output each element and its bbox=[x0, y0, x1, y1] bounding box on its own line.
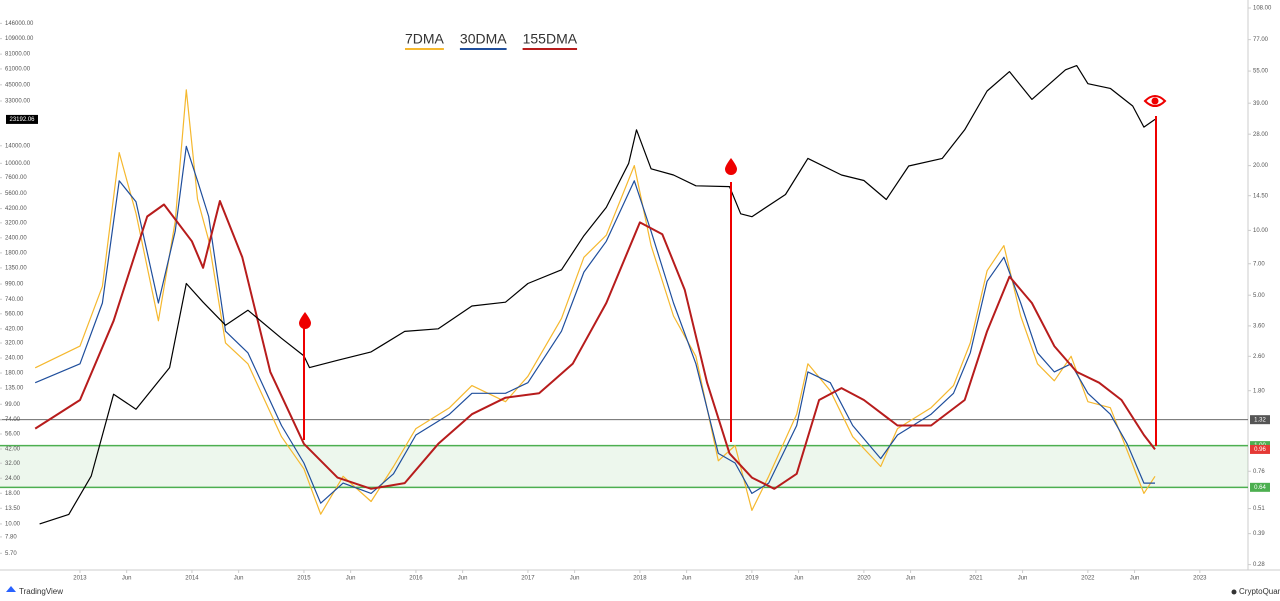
y-tick-label: 13.50 bbox=[5, 506, 21, 512]
y2-tick-label: 20.00 bbox=[1253, 163, 1269, 169]
drop-icon bbox=[299, 312, 311, 329]
y2-tick-label: 108.00 bbox=[1253, 6, 1272, 12]
x-tick-label: 2016 bbox=[409, 576, 423, 582]
ma-line bbox=[34, 145, 1155, 504]
y-tick-label: 42.00 bbox=[5, 447, 21, 453]
y2-tick-label: 28.00 bbox=[1253, 132, 1269, 138]
x-tick-label: Jun bbox=[458, 576, 468, 582]
price-line bbox=[39, 65, 1156, 525]
y-tick-label: 109000.00 bbox=[5, 36, 34, 42]
level-label: 0.64 bbox=[1254, 485, 1266, 491]
y2-tick-label: 0.28 bbox=[1253, 562, 1265, 568]
y-tick-label: 320.00 bbox=[5, 341, 24, 347]
y2-tick-label: 77.00 bbox=[1253, 37, 1269, 43]
drop-icon bbox=[725, 158, 737, 175]
y-tick-label: 99.00 bbox=[5, 402, 21, 408]
y-tick-label: 45000.00 bbox=[5, 82, 31, 88]
y-tick-label: 5600.00 bbox=[5, 191, 27, 197]
current-label: 23192.06 bbox=[9, 117, 35, 123]
y2-tick-label: 3.60 bbox=[1253, 323, 1265, 329]
y-tick-label: 3200.00 bbox=[5, 220, 27, 226]
y-tick-label: 14000.00 bbox=[5, 143, 31, 149]
x-tick-label: Jun bbox=[682, 576, 692, 582]
plot-area bbox=[0, 65, 1248, 525]
x-tick-label: Jun bbox=[570, 576, 580, 582]
level-label: 1.32 bbox=[1254, 417, 1266, 423]
y2-tick-label: 0.76 bbox=[1253, 469, 1265, 475]
cryptoquant-logo bbox=[1231, 589, 1237, 595]
y2-tick-label: 14.50 bbox=[1253, 193, 1269, 199]
x-tick-label: Jun bbox=[122, 576, 132, 582]
x-tick-label: 2019 bbox=[745, 576, 759, 582]
y-tick-label: 5.70 bbox=[5, 551, 17, 557]
x-tick-label: 2014 bbox=[185, 576, 199, 582]
y-tick-label: 74.00 bbox=[5, 417, 21, 423]
legend-label: 30DMA bbox=[460, 31, 507, 47]
x-tick-label: 2013 bbox=[73, 576, 87, 582]
x-tick-label: 2023 bbox=[1193, 576, 1207, 582]
y-tick-label: 2400.00 bbox=[5, 235, 27, 241]
y-tick-label: 18.00 bbox=[5, 491, 21, 497]
legend-label: 155DMA bbox=[523, 31, 578, 47]
x-tick-label: Jun bbox=[906, 576, 916, 582]
x-tick-label: Jun bbox=[346, 576, 356, 582]
current-label-box bbox=[6, 114, 38, 124]
y-tick-label: 990.00 bbox=[5, 282, 24, 288]
y-tick-label: 1800.00 bbox=[5, 250, 27, 256]
y-tick-label: 33000.00 bbox=[5, 99, 31, 105]
y-tick-label: 7600.00 bbox=[5, 175, 27, 181]
y2-tick-label: 7.00 bbox=[1253, 261, 1265, 267]
x-tick-label: 2022 bbox=[1081, 576, 1095, 582]
y-tick-label: 1350.00 bbox=[5, 265, 27, 271]
y2-tick-label: 1.80 bbox=[1253, 388, 1265, 394]
x-tick-label: 2015 bbox=[297, 576, 311, 582]
x-tick-label: Jun bbox=[794, 576, 804, 582]
source-left: TradingView bbox=[19, 587, 63, 596]
y2-tick-label: 0.39 bbox=[1253, 531, 1265, 537]
shaded-band bbox=[0, 445, 1248, 488]
footer: TradingView CryptoQuant bbox=[6, 586, 1280, 596]
y-tick-label: 7.80 bbox=[5, 534, 17, 540]
eye-icon bbox=[1143, 95, 1167, 107]
y-tick-label: 135.00 bbox=[5, 386, 24, 392]
annotations bbox=[299, 95, 1167, 446]
y-tick-label: 240.00 bbox=[5, 356, 24, 362]
y-tick-label: 81000.00 bbox=[5, 52, 31, 58]
y-tick-label: 24.00 bbox=[5, 476, 21, 482]
y2-tick-label: 39.00 bbox=[1253, 101, 1269, 107]
y-tick-label: 61000.00 bbox=[5, 67, 31, 73]
ma-line bbox=[34, 200, 1156, 490]
legend-label: 7DMA bbox=[405, 31, 445, 47]
x-tick-label: Jun bbox=[1130, 576, 1140, 582]
y2-tick-label: 5.00 bbox=[1253, 293, 1265, 299]
x-tick-label: 2017 bbox=[521, 576, 535, 582]
source-right: CryptoQuant bbox=[1239, 587, 1280, 596]
current-label-box bbox=[1250, 444, 1270, 454]
y2-tick-label: 55.00 bbox=[1253, 69, 1269, 75]
y-tick-label: 4200.00 bbox=[5, 206, 27, 212]
y-tick-label: 56.00 bbox=[5, 432, 21, 438]
level-label-box bbox=[1250, 415, 1270, 425]
current-label: 0.96 bbox=[1254, 447, 1266, 453]
y-tick-label: 560.00 bbox=[5, 311, 24, 317]
y-tick-label: 180.00 bbox=[5, 371, 24, 377]
y2-tick-label: 10.00 bbox=[1253, 228, 1269, 234]
tradingview-logo bbox=[6, 586, 16, 592]
x-tick-label: 2020 bbox=[857, 576, 871, 582]
y-tick-label: 10.00 bbox=[5, 522, 21, 528]
x-tick-label: Jun bbox=[234, 576, 244, 582]
x-tick-label: 2021 bbox=[969, 576, 983, 582]
y-tick-label: 146000.00 bbox=[5, 21, 34, 27]
x-tick-label: Jun bbox=[1018, 576, 1028, 582]
x-tick-label: 2018 bbox=[633, 576, 647, 582]
y-tick-label: 740.00 bbox=[5, 297, 24, 303]
level-label-box bbox=[1250, 482, 1270, 492]
y2-tick-label: 2.60 bbox=[1253, 354, 1265, 360]
y-tick-label: 420.00 bbox=[5, 326, 24, 332]
y-tick-label: 10000.00 bbox=[5, 161, 31, 167]
y-tick-label: 32.00 bbox=[5, 461, 21, 467]
y2-tick-label: 0.51 bbox=[1253, 506, 1265, 512]
